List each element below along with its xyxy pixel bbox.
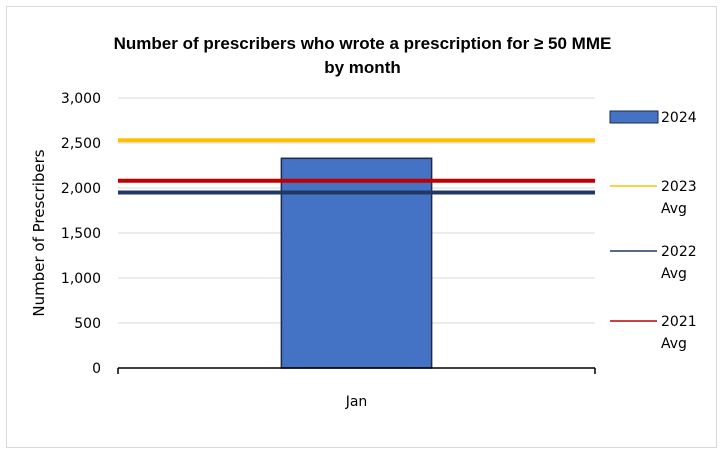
x-tick-label: Jan bbox=[345, 394, 368, 410]
legend-label-2023-avg: Avg bbox=[661, 201, 687, 217]
y-tick-label: 2,000 bbox=[61, 181, 101, 197]
y-axis-title: Number of Prescribers bbox=[30, 149, 48, 316]
legend-swatch-2024 bbox=[609, 110, 659, 124]
legend-label-2023-avg: 2023 bbox=[661, 179, 697, 195]
y-tick-label: 0 bbox=[92, 361, 101, 377]
y-tick-label: 500 bbox=[74, 316, 101, 332]
y-tick-label: 3,000 bbox=[61, 91, 101, 107]
y-tick-label: 1,000 bbox=[61, 271, 101, 287]
y-tick-label: 1,500 bbox=[61, 226, 101, 242]
legend-label-2022-avg: 2022 bbox=[661, 244, 697, 260]
chart-title-line-2: by month bbox=[324, 58, 401, 77]
legend-label-2021-avg: Avg bbox=[661, 336, 687, 352]
chart-title: Number of prescribers who wrote a prescr… bbox=[0, 32, 725, 80]
chart-title-line-1: Number of prescribers who wrote a prescr… bbox=[113, 34, 612, 53]
bar-2024-Jan bbox=[280, 157, 433, 369]
legend-label-2024: 2024 bbox=[661, 110, 697, 126]
legend-label-2022-avg: Avg bbox=[661, 266, 687, 282]
y-tick-label: 2,500 bbox=[61, 136, 101, 152]
legend-label-2021-avg: 2021 bbox=[661, 314, 697, 330]
